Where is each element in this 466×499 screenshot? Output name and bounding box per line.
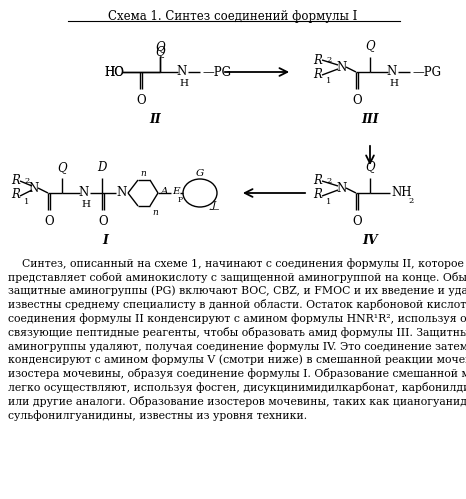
Text: II: II: [149, 112, 161, 126]
Text: защитные аминогруппы (PG) включают BOC, CBZ, и FMOC и их введение и удаление: защитные аминогруппы (PG) включают BOC, …: [8, 285, 466, 296]
Text: E: E: [172, 188, 179, 197]
Text: N: N: [29, 182, 39, 195]
Text: легко осуществляют, используя фосген, дисукцинимидилкарбонат, карбонилдиимидазол: легко осуществляют, используя фосген, ди…: [8, 382, 466, 393]
Text: R: R: [313, 175, 322, 188]
Text: 2: 2: [24, 177, 29, 185]
Text: I: I: [102, 234, 108, 247]
Text: NH: NH: [391, 187, 411, 200]
Text: Q: Q: [155, 40, 165, 53]
Text: IV: IV: [362, 234, 378, 247]
Text: известны среднему специалисту в данной области. Остаток карбоновой кислоты: известны среднему специалисту в данной о…: [8, 299, 466, 310]
Text: N: N: [117, 187, 127, 200]
Text: аминогруппы удаляют, получая соединение формулы IV. Это соединение затем: аминогруппы удаляют, получая соединение …: [8, 341, 466, 352]
Text: H: H: [82, 200, 90, 209]
Text: J: J: [212, 201, 216, 210]
Text: R: R: [11, 175, 20, 188]
Text: O: O: [98, 215, 108, 228]
Text: III: III: [361, 112, 379, 126]
Text: —PG: —PG: [412, 65, 441, 78]
Text: N: N: [387, 64, 397, 77]
Text: O: O: [136, 94, 146, 107]
Text: Q: Q: [365, 39, 375, 52]
Text: 2: 2: [326, 56, 331, 64]
Text: или другие аналоги. Образование изостеров мочевины, таких как цианогуанидины и: или другие аналоги. Образование изостеро…: [8, 396, 466, 407]
Text: —PG: —PG: [202, 65, 231, 78]
Text: R: R: [313, 67, 322, 80]
Text: R: R: [313, 53, 322, 66]
Text: H: H: [179, 79, 189, 88]
Text: конденсируют с амином формулы V (смотри ниже) в смешанной реакции мочевины или: конденсируют с амином формулы V (смотри …: [8, 355, 466, 365]
Text: изостера мочевины, образуя соединение формулы I. Образование смешанной мочевины: изостера мочевины, образуя соединение фо…: [8, 368, 466, 379]
Text: D: D: [97, 161, 107, 174]
Text: Q: Q: [57, 161, 67, 174]
Text: HO: HO: [104, 65, 124, 78]
Text: 2: 2: [408, 197, 413, 205]
Text: N: N: [337, 60, 347, 73]
Text: N: N: [337, 182, 347, 195]
Text: O: O: [352, 94, 362, 107]
Text: R: R: [313, 189, 322, 202]
Text: n: n: [140, 169, 146, 178]
Text: A: A: [161, 187, 169, 196]
Text: соединения формулы II конденсируют с амином формулы HNR¹R², используя обычные: соединения формулы II конденсируют с ами…: [8, 313, 466, 324]
Text: N: N: [177, 64, 187, 77]
Text: P: P: [178, 196, 183, 204]
Text: O: O: [352, 215, 362, 228]
Text: Схема 1. Синтез соединений формулы I: Схема 1. Синтез соединений формулы I: [108, 10, 358, 23]
Text: 1: 1: [24, 198, 29, 206]
Text: R: R: [11, 189, 20, 202]
Text: H: H: [390, 79, 398, 88]
Text: n: n: [152, 208, 158, 217]
Text: —: —: [209, 205, 219, 214]
Text: Синтез, описанный на схеме 1, начинают с соединения формулы II, которое: Синтез, описанный на схеме 1, начинают с…: [8, 258, 464, 269]
Text: 2: 2: [326, 177, 331, 185]
Text: связующие пептидные реагенты, чтобы образовать амид формулы III. Защитные: связующие пептидные реагенты, чтобы обра…: [8, 327, 466, 338]
Text: O: O: [44, 215, 54, 228]
Text: Q: Q: [365, 160, 375, 173]
Text: представляет собой аминокислоту с защищенной аминогруппой на конце. Обычные: представляет собой аминокислоту с защище…: [8, 272, 466, 283]
Text: 1: 1: [326, 198, 331, 206]
Text: Q: Q: [155, 45, 165, 58]
Text: N: N: [79, 186, 89, 199]
Text: 1: 1: [326, 77, 331, 85]
Text: HO: HO: [104, 65, 124, 78]
Text: сульфонилгуанидины, известны из уровня техники.: сульфонилгуанидины, известны из уровня т…: [8, 410, 307, 421]
Text: G: G: [196, 169, 204, 178]
